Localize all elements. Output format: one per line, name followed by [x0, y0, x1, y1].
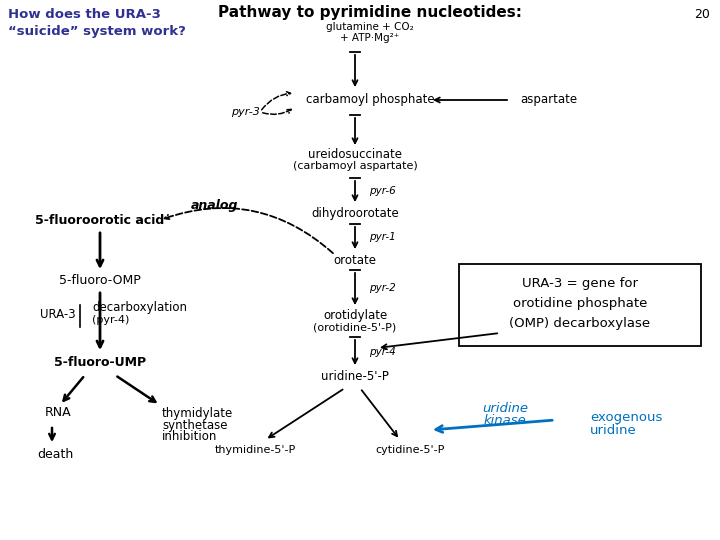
Text: inhibition: inhibition: [162, 430, 217, 443]
Text: (orotidine-5'-P): (orotidine-5'-P): [313, 322, 397, 332]
FancyBboxPatch shape: [459, 264, 701, 346]
Text: pyr-4: pyr-4: [369, 347, 396, 357]
Text: thymidine-5'-P: thymidine-5'-P: [215, 445, 296, 455]
Text: (OMP) decarboxylase: (OMP) decarboxylase: [510, 316, 651, 329]
Text: URA-3: URA-3: [40, 308, 76, 321]
Text: ureidosuccinate: ureidosuccinate: [308, 148, 402, 161]
Text: dihydroorotate: dihydroorotate: [311, 206, 399, 219]
Text: uridine: uridine: [590, 423, 636, 436]
Text: pyr-6: pyr-6: [369, 186, 396, 196]
Text: 5-fluoro-UMP: 5-fluoro-UMP: [54, 355, 146, 368]
Text: uridine-5'-P: uridine-5'-P: [321, 370, 389, 383]
Text: pyr-1: pyr-1: [369, 232, 396, 242]
Text: kinase: kinase: [484, 414, 526, 427]
Text: thymidylate: thymidylate: [162, 407, 233, 420]
Text: pyr-2: pyr-2: [369, 283, 396, 293]
Text: 5-fluoro-OMP: 5-fluoro-OMP: [59, 273, 141, 287]
Text: + ATP·Mg²⁺: + ATP·Mg²⁺: [341, 33, 400, 43]
Text: pyr-3: pyr-3: [230, 107, 259, 117]
Text: 20: 20: [694, 8, 710, 21]
Text: aspartate: aspartate: [520, 93, 577, 106]
Text: Pathway to pyrimidine nucleotides:: Pathway to pyrimidine nucleotides:: [218, 5, 522, 20]
Text: carbamoyl phosphate: carbamoyl phosphate: [306, 93, 434, 106]
Text: (pyr-4): (pyr-4): [92, 315, 130, 325]
Text: uridine: uridine: [482, 402, 528, 415]
Text: How does the URA-3
“suicide” system work?: How does the URA-3 “suicide” system work…: [8, 8, 186, 38]
Text: analog: analog: [192, 199, 239, 212]
Text: URA-3 = gene for: URA-3 = gene for: [522, 276, 638, 289]
Text: orotidine phosphate: orotidine phosphate: [513, 296, 647, 309]
Text: decarboxylation: decarboxylation: [92, 301, 187, 314]
Text: glutamine + CO₂: glutamine + CO₂: [326, 22, 414, 32]
Text: exogenous: exogenous: [590, 411, 662, 424]
Text: death: death: [37, 449, 73, 462]
Text: (carbamoyl aspartate): (carbamoyl aspartate): [292, 161, 418, 171]
Text: orotidylate: orotidylate: [323, 309, 387, 322]
Text: 5-fluoroorotic acid: 5-fluoroorotic acid: [35, 213, 165, 226]
Text: cytidine-5'-P: cytidine-5'-P: [375, 445, 445, 455]
Text: RNA: RNA: [45, 407, 71, 420]
Text: orotate: orotate: [333, 253, 377, 267]
Text: synthetase: synthetase: [162, 418, 228, 431]
